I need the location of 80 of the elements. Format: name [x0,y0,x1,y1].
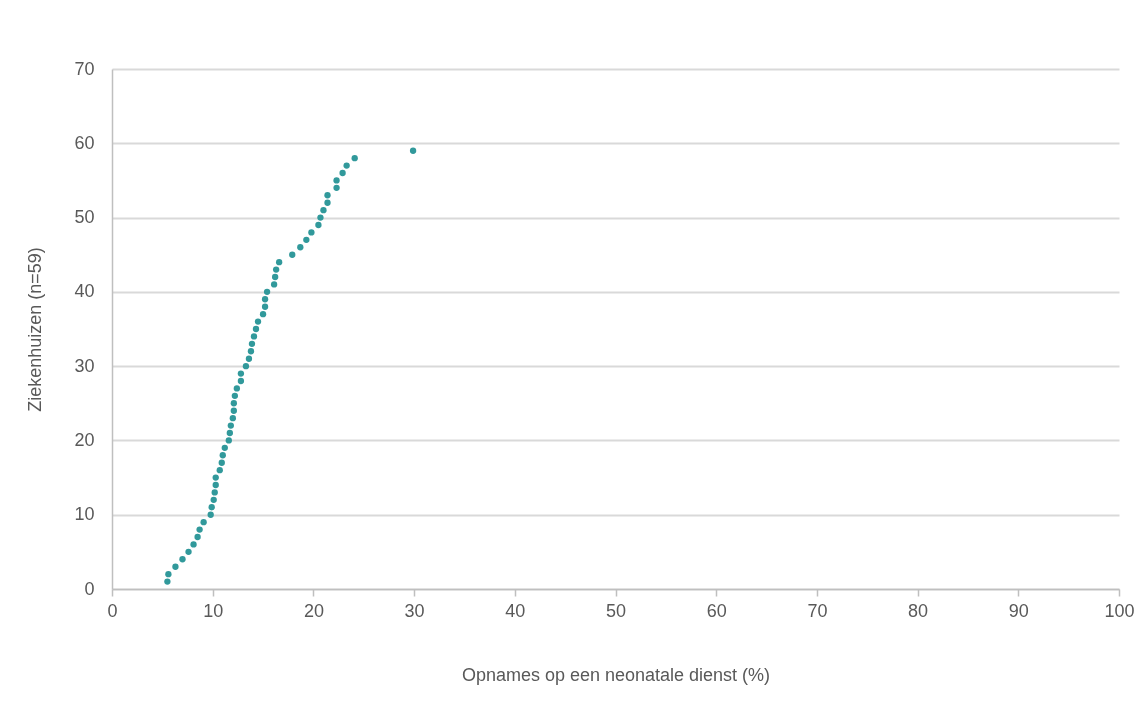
y-tick-label: 30 [74,355,95,376]
point [303,236,310,244]
point [237,370,245,377]
point [333,184,340,192]
point [196,526,203,533]
point [237,377,245,385]
x-tick-label: 80 [908,600,929,621]
point [211,489,218,496]
point [324,192,331,199]
point [289,251,296,258]
point [230,400,238,407]
point [210,496,217,504]
point [221,444,228,452]
y-axis-title: Ziekenhuizen (n=59) [24,247,45,412]
point [272,266,280,273]
point [247,348,255,355]
point [212,481,219,489]
point [320,206,327,214]
y-tick-label: 50 [74,207,95,228]
y-tick-label: 60 [74,132,95,153]
point [208,504,215,511]
x-tick-label: 10 [203,600,224,621]
point [226,429,233,437]
x-tick-label: 0 [107,600,118,621]
point [261,296,269,303]
point [250,333,258,340]
point [194,533,201,541]
point [219,452,226,459]
point [339,169,346,177]
point [252,325,260,333]
point [200,518,207,526]
y-tick-label: 20 [74,429,95,450]
point [351,154,358,162]
point [227,422,234,429]
x-tick-label: 100 [1104,600,1135,621]
x-tick-label: 60 [706,600,727,621]
x-axis-title: Opnames op een neonatale dienst (%) [461,664,771,685]
y-tick-label: 10 [74,504,95,525]
point [179,556,186,563]
point [231,392,239,400]
point [254,318,262,325]
point [212,474,219,481]
point [165,570,172,578]
point [190,541,197,548]
point [263,288,271,296]
x-tick-label: 40 [505,600,526,621]
point [315,221,322,229]
point [230,407,238,414]
point [229,414,236,422]
y-tick-label: 70 [74,58,95,79]
point [164,578,171,585]
point [308,229,315,236]
point [172,563,179,570]
point [317,214,324,221]
y-tick-label: 40 [74,281,95,302]
y-tick-label: 0 [84,578,95,599]
x-tick-label: 50 [605,600,627,621]
point [333,177,340,184]
point [207,511,214,518]
point [248,340,256,348]
point [270,281,278,288]
x-tick-label: 20 [303,600,324,621]
point [409,147,417,154]
point [261,303,269,310]
x-tick-label: 30 [404,600,425,621]
point [233,385,241,392]
point [245,355,253,362]
point [225,437,232,444]
point [218,459,225,466]
point [276,258,283,266]
point [324,199,331,206]
point [297,244,304,251]
point [271,273,279,281]
x-tick-label: 90 [1008,600,1029,621]
x-tick-label: 70 [807,600,828,621]
point [343,162,350,169]
point [242,362,250,370]
point [185,548,192,556]
point [216,466,223,474]
point [259,310,267,318]
